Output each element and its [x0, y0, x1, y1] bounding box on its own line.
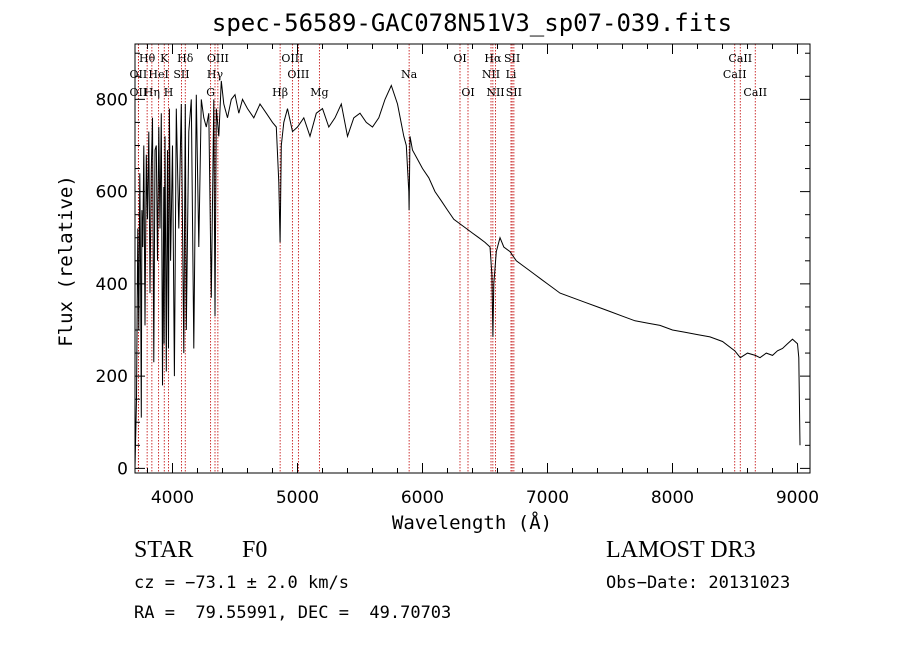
- spectrum-plot: spec-56589-GAC078N51V3_sp07-039.fits OII…: [55, 9, 819, 534]
- x-axis-ticks: 4000 5000 6000 7000 8000 9000: [147, 44, 819, 508]
- line-label-20: NII: [482, 68, 500, 81]
- y-tick-label: 200: [96, 367, 128, 387]
- x-tick-label: 6000: [401, 488, 444, 508]
- line-label-17: OI: [453, 52, 466, 65]
- y-tick-label: 800: [96, 90, 128, 110]
- line-label-10: OIII: [207, 52, 229, 65]
- x-tick-label: 4000: [151, 488, 194, 508]
- line-label-14: OIII: [287, 68, 309, 81]
- line-label-23: Li: [506, 68, 517, 81]
- line-label-12: Hβ: [272, 86, 288, 99]
- line-label-1: OII: [130, 86, 148, 99]
- emission-line-markers: [137, 44, 756, 473]
- line-label-16: Na: [401, 68, 418, 81]
- line-label-2: Hθ: [139, 52, 156, 65]
- y-tick-label: 0: [117, 459, 128, 479]
- line-label-13: OIII: [281, 52, 303, 65]
- x-tick-label: 9000: [776, 488, 819, 508]
- y-tick-label: 400: [96, 275, 128, 295]
- line-label-7: SII: [173, 68, 189, 81]
- line-label-6: H: [164, 86, 174, 99]
- line-label-8: Hδ: [177, 52, 194, 65]
- line-label-4: HeI: [148, 68, 168, 81]
- line-label-27: CaII: [743, 86, 767, 99]
- line-label-25: CaII: [728, 52, 752, 65]
- survey-name: LAMOST DR3: [606, 537, 756, 563]
- line-label-15: Mg: [310, 86, 328, 99]
- redshift-velocity: cz = −73.1 ± 2.0 km/s: [134, 573, 349, 593]
- line-label-24: SII: [506, 86, 522, 99]
- y-axis-label: Flux (relative): [55, 175, 77, 347]
- observation-date: Obs−Date: 20131023: [606, 573, 791, 593]
- line-label-21: NII: [486, 86, 504, 99]
- x-tick-label: 8000: [651, 488, 694, 508]
- y-tick-label: 600: [96, 183, 128, 203]
- line-label-9: G: [206, 86, 215, 99]
- line-label-5: K: [160, 52, 169, 65]
- line-label-0: OII: [130, 68, 148, 81]
- x-tick-label: 7000: [526, 488, 569, 508]
- x-axis-label: Wavelength (Å): [392, 511, 552, 534]
- line-label-11: Hγ: [207, 68, 224, 81]
- object-type: STAR: [134, 537, 194, 563]
- chart-title: spec-56589-GAC078N51V3_sp07-039.fits: [212, 9, 732, 37]
- line-label-22: SII: [504, 52, 520, 65]
- line-label-19: Hα: [484, 52, 502, 65]
- emission-line-labels: OIIOIIHθHηHeIKHSIIHδGOIIIHγHβOIIIOIIIMgN…: [130, 52, 768, 99]
- line-label-18: OI: [461, 86, 474, 99]
- x-tick-label: 5000: [276, 488, 319, 508]
- y-axis-ticks: 0 200 400 600 800: [96, 52, 810, 479]
- coordinates: RA = 79.55991, DEC = 49.70703: [134, 603, 452, 623]
- line-label-26: CaII: [723, 68, 747, 81]
- line-label-3: Hη: [144, 86, 160, 99]
- spectrum-line: [134, 80, 801, 469]
- spectral-subclass: F0: [242, 537, 268, 563]
- plot-frame: [134, 43, 811, 474]
